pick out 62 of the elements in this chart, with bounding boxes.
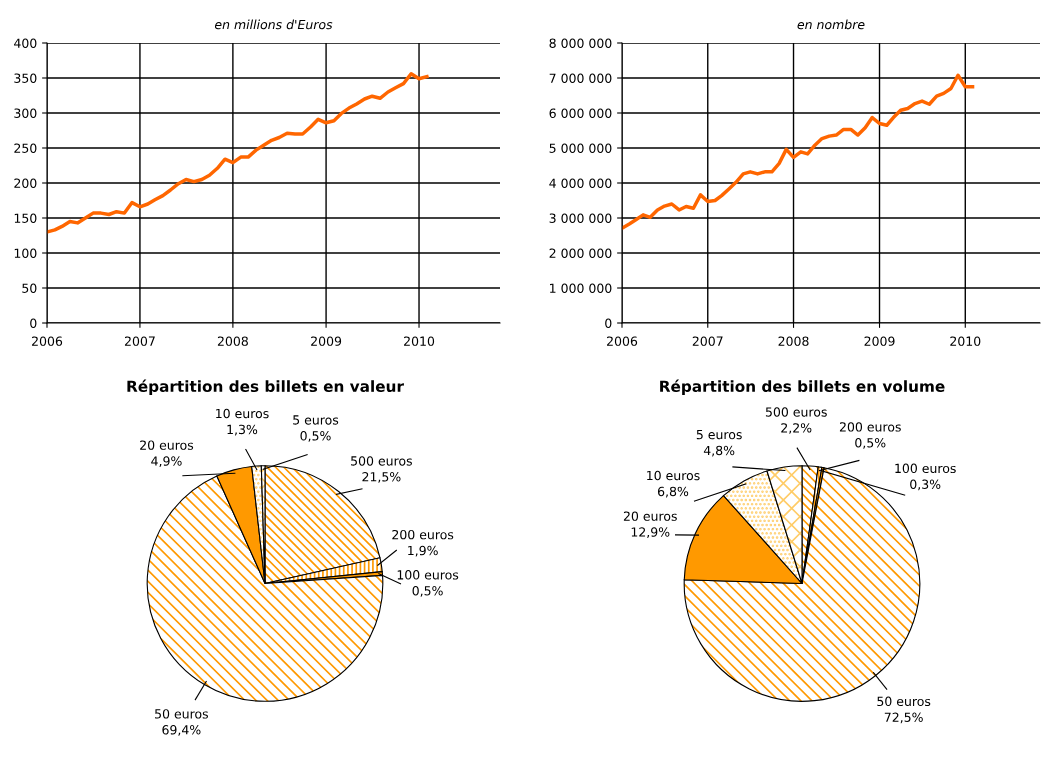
data-label: 12,9% [631, 527, 670, 539]
data-label: 72,5% [884, 712, 923, 724]
data-label: 6,8% [657, 486, 689, 498]
slice-label: 10 euros [216, 408, 269, 419]
line-series [47, 72, 429, 234]
slice-label: 5 euros [696, 430, 742, 440]
data-label: 0,5% [855, 438, 886, 449]
x-tick-label: 2008 [217, 336, 248, 346]
slice-label: 50 euros [877, 696, 931, 707]
data-label: 4,8% [703, 445, 735, 457]
data-label: 2,2% [781, 423, 812, 434]
y-tick-label: 400 [14, 38, 37, 48]
chart-title: en nombre [797, 19, 865, 30]
y-tick-label: 150 [14, 213, 37, 223]
y-tick-label: 100 [14, 248, 37, 258]
slice-label: 50 euros [155, 709, 209, 719]
data-label: 0,5% [412, 586, 443, 597]
y-tick-label: 7 000 000 [549, 73, 612, 83]
y-tick-label: 0 [605, 318, 612, 328]
data-label: 1,9% [408, 545, 438, 557]
slice-label: 500 euros [765, 407, 827, 417]
chart-title: en millions d'Euros [214, 19, 333, 30]
data-label: 0,3% [910, 479, 941, 491]
y-tick-label: 0 [30, 318, 37, 328]
x-tick-label: 2006 [607, 336, 638, 346]
slice-label: 200 euros [392, 529, 454, 540]
y-tick-label: 1 000 000 [550, 283, 612, 293]
slice-label: 100 euros [397, 570, 459, 580]
x-tick-label: 2008 [778, 336, 809, 346]
slice-label: 200 euros [839, 422, 901, 432]
y-tick-label: 4 000 000 [549, 178, 612, 188]
x-tick-label: 2010 [404, 336, 435, 346]
data-label: 1,3% [227, 424, 258, 436]
y-tick-label: 3 000 000 [549, 213, 612, 223]
data-label: 69,4% [162, 725, 201, 736]
y-tick-label: 5 000 000 [549, 143, 612, 153]
x-tick-label: 2006 [32, 336, 63, 346]
x-tick-label: 2009 [311, 336, 342, 346]
chart-title: Répartition des billets en volume [660, 379, 945, 395]
x-tick-label: 2009 [864, 336, 895, 346]
y-tick-label: 8 000 000 [549, 38, 612, 48]
x-tick-label: 2007 [692, 336, 723, 346]
data-label: 21,5% [362, 472, 401, 483]
y-tick-label: 250 [14, 143, 37, 153]
y-tick-label: 300 [14, 108, 37, 118]
slice-label: 100 euros [895, 463, 956, 474]
slice-label: 20 euros [140, 440, 194, 450]
slice-label: 10 euros [647, 470, 700, 481]
chart-title: Répartition des billets en valeur [127, 379, 404, 395]
y-tick-label: 6 000 000 [549, 108, 612, 118]
data-label: 0,5% [300, 431, 331, 442]
y-tick-label: 350 [14, 73, 37, 83]
y-tick-label: 2 000 000 [549, 248, 612, 258]
line-series [622, 73, 975, 230]
slice-label: 500 euros [351, 456, 412, 466]
data-label: 4,9% [151, 456, 182, 468]
x-tick-label: 2010 [950, 336, 981, 346]
slice-label: 5 euros [293, 415, 339, 425]
slice-label: 20 euros [623, 511, 677, 521]
x-tick-label: 2007 [124, 336, 155, 346]
y-tick-label: 50 [22, 283, 37, 293]
y-tick-label: 200 [14, 178, 37, 188]
